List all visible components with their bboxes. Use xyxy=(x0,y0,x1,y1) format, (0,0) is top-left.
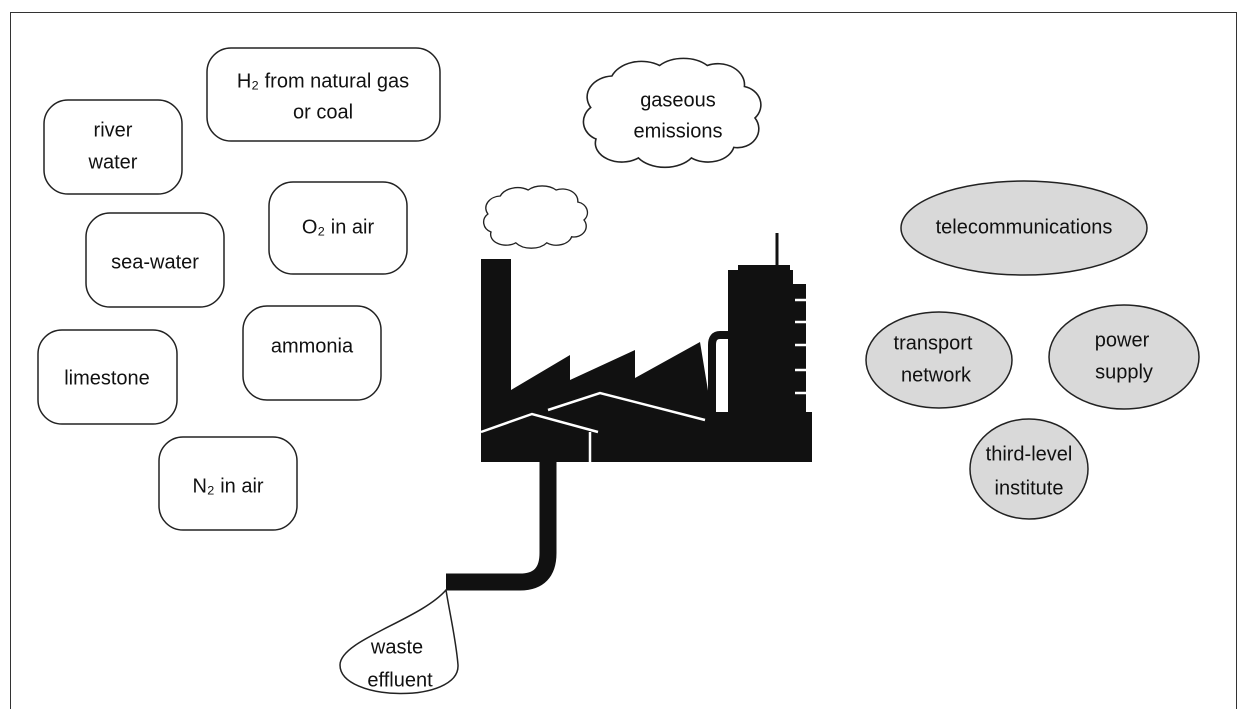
box-label: river xyxy=(94,119,133,141)
ellipse-label: network xyxy=(901,364,972,386)
box-label: water xyxy=(88,151,138,173)
box xyxy=(207,48,440,141)
ellipse xyxy=(866,312,1012,408)
cloud-label: emissions xyxy=(634,120,723,142)
ellipse-label: power xyxy=(1095,329,1150,351)
ellipse-label: third-level xyxy=(986,443,1073,465)
ellipse-label: supply xyxy=(1095,361,1153,383)
ellipse xyxy=(970,419,1088,519)
ellipse-label: institute xyxy=(995,477,1064,499)
box-label: or coal xyxy=(293,101,353,123)
drop-label: waste xyxy=(370,636,423,658)
drop-label: effluent xyxy=(367,669,433,691)
box-label: ammonia xyxy=(271,335,354,357)
box-label: limestone xyxy=(64,367,150,389)
ellipse xyxy=(1049,305,1199,409)
box-label: N₂ in air xyxy=(192,475,263,497)
box-label: sea-water xyxy=(111,251,199,273)
box xyxy=(44,100,182,194)
ellipse-label: transport xyxy=(894,332,973,354)
cloud-label: gaseous xyxy=(640,89,716,111)
diagram: H₂ from natural gas or coal river water … xyxy=(0,0,1248,709)
ellipse-label: telecommunications xyxy=(936,216,1113,238)
box-label: O₂ in air xyxy=(302,216,375,238)
box-label: H₂ from natural gas xyxy=(237,70,409,92)
